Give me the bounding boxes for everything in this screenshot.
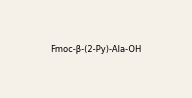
Text: Fmoc-β-(2-Py)-Ala-OH: Fmoc-β-(2-Py)-Ala-OH	[50, 44, 142, 54]
